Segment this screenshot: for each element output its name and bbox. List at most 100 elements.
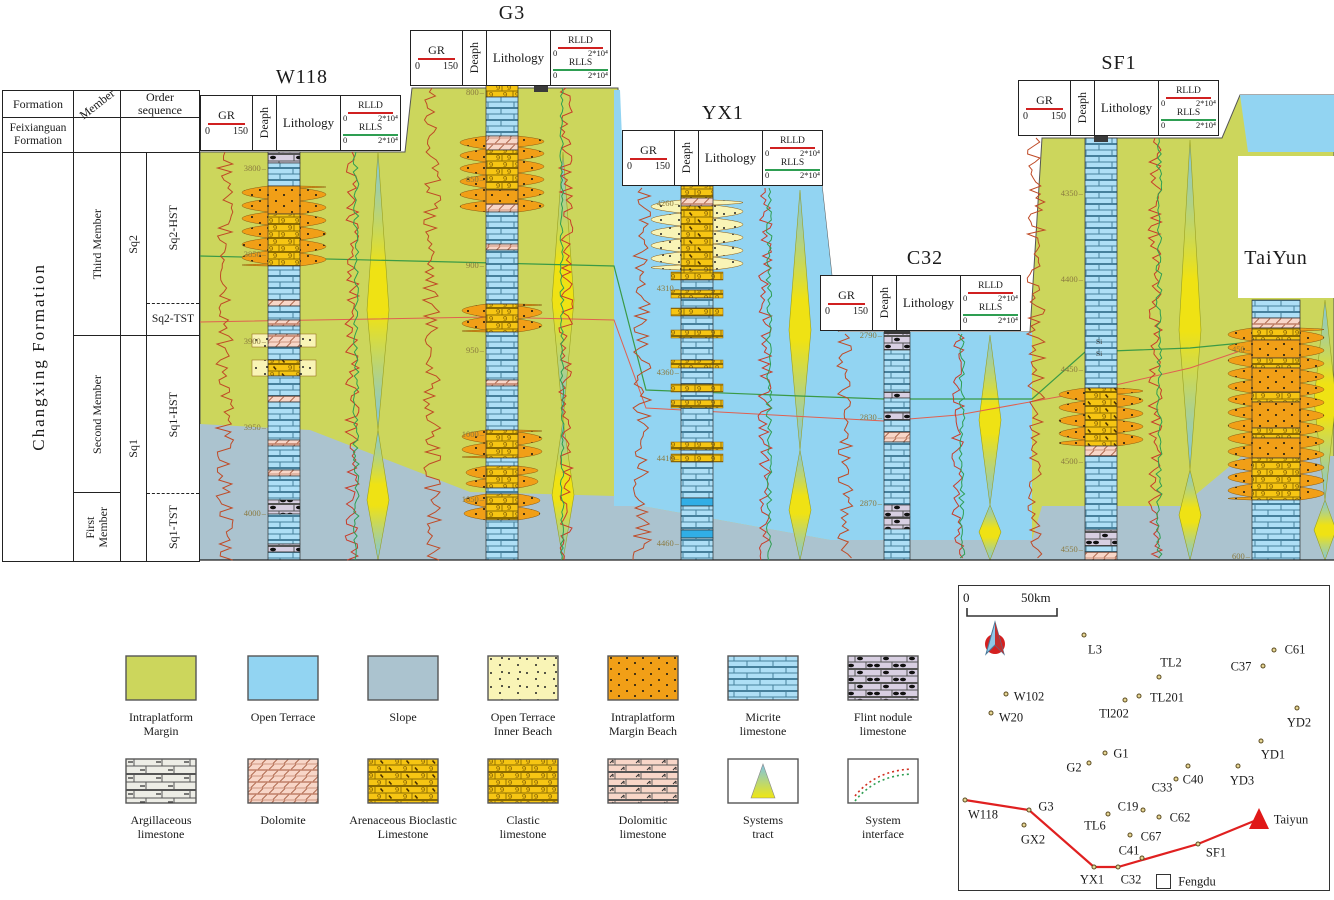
- well-title-yx1: YX1: [702, 102, 744, 124]
- lithology-interval: [1084, 387, 1118, 447]
- map-well-label: C40: [1182, 772, 1204, 787]
- lithology-interval: [883, 349, 911, 393]
- lithology-interval: [1084, 445, 1118, 457]
- legend: Intraplatform Margin Open Terrace Slope …: [0, 650, 950, 880]
- lithology-interval: [1084, 455, 1118, 531]
- lithology-interval: [1084, 545, 1118, 553]
- lithology-interval: [1251, 299, 1301, 319]
- feixianguan-sequence-cell: [121, 118, 199, 153]
- lithology-interval: [485, 303, 519, 333]
- legend-slope: Slope: [342, 655, 464, 724]
- open-terrace-topright: [1240, 95, 1334, 152]
- scale-bar: [966, 608, 1058, 617]
- legend-open-terrace: Open Terrace: [222, 655, 344, 724]
- lithology-interval: [680, 329, 714, 339]
- map-well-label: YD1: [1260, 747, 1286, 762]
- map-well-label: TL201: [1149, 690, 1185, 705]
- sequence-sq2: Sq2: [121, 153, 147, 336]
- lithology-interval: [680, 441, 714, 451]
- tract-sq1-tst: Sq1-TST: [147, 493, 199, 561]
- log-curve: [950, 333, 966, 559]
- lithology-interval: [1251, 391, 1301, 403]
- legend-clastic-limestone: Clastic limestone: [462, 758, 584, 841]
- map-well-dot: [1026, 807, 1032, 813]
- tract-sq2-hst: Sq2-HST: [165, 205, 180, 251]
- log-curves: [214, 87, 1164, 561]
- lithology-interval: [485, 465, 519, 489]
- map-well-dot: [1140, 807, 1146, 813]
- map-well-dot: [1102, 750, 1108, 756]
- well-title-c32: C32: [906, 247, 944, 269]
- slope-region: [200, 424, 1334, 560]
- cross-section: 9 9 9 9 9 9: [199, 80, 1334, 561]
- lithology-interval: [680, 407, 714, 443]
- lithology-interval: [680, 289, 714, 299]
- map-well-dot: [962, 797, 968, 803]
- lithology-interval: [680, 297, 714, 309]
- map-well-label: C67: [1140, 829, 1162, 844]
- lithology-interval: [883, 431, 911, 443]
- lithology-interval: [485, 243, 519, 251]
- log-curve: [1025, 137, 1047, 559]
- map-well-dot: [1003, 691, 1009, 697]
- legend-system-interface: System interface: [822, 758, 944, 841]
- lithology-interval: [680, 537, 714, 561]
- map-well-dot: [1086, 760, 1092, 766]
- c32-casing: [884, 328, 910, 334]
- lithology-interval: [1251, 339, 1301, 359]
- lithology-interval: [883, 411, 911, 421]
- lithology-interval: [1251, 427, 1301, 439]
- scale-50km: 50km: [1021, 590, 1051, 605]
- lithology-interval: [680, 497, 714, 507]
- lithology-interval: [267, 469, 301, 477]
- map-well-dot: [1081, 632, 1087, 638]
- lithology-interval: [485, 385, 519, 431]
- map-well-dot: [1271, 647, 1277, 653]
- resistivity-header: RLLD 0 2*10⁴ RLLS 0 2*10⁴: [343, 101, 398, 145]
- sequence-sq1: Sq1: [121, 336, 147, 561]
- tract-sq2-tst: Sq2-TST: [147, 303, 199, 336]
- log-header-w118: GR 0 150 Deaph Lithology RLLD 0 2*10⁴ RLLS …: [200, 95, 401, 151]
- map-well-label: G1: [1113, 746, 1129, 761]
- map-well-label: C61: [1284, 642, 1306, 657]
- legend-arenaceous-bioclastic-limestone: Arenaceous Bioclastic Limestone: [342, 758, 464, 841]
- lithology-interval: [267, 401, 301, 441]
- lithology-interval: [680, 399, 714, 409]
- lithology-interval: [680, 269, 714, 281]
- well-title-g3: G3: [498, 2, 526, 24]
- log-curve: [344, 151, 361, 561]
- location-map: 0 50km L3 TL2 C37 C61 W102 W20 Tl202 TL2…: [958, 585, 1330, 891]
- lithology-interval: [883, 528, 911, 561]
- map-graphics: [964, 608, 1269, 869]
- lithology-interval: [267, 475, 301, 501]
- map-well-label: G2: [1066, 760, 1082, 775]
- lithology-interval: [883, 397, 911, 413]
- lithology-interval: [1251, 499, 1301, 561]
- systems-tract-triangle: [750, 763, 776, 799]
- map-well-label: C41: [1118, 843, 1140, 858]
- lithology-interval: [485, 189, 519, 205]
- map-well-dot: [1294, 705, 1300, 711]
- lithology-header: Lithology: [277, 96, 341, 150]
- lithology-interval: [267, 299, 301, 307]
- lithology-columns: [267, 84, 1301, 561]
- log-header-g3: GR 0 150 Deaph Lithology RLLD 0 2*10⁴ RLLS …: [410, 30, 611, 86]
- map-well-label: G3: [1038, 799, 1054, 814]
- well-title-w118: W118: [275, 66, 329, 88]
- lithology-interval: [680, 383, 714, 393]
- header-member: Member: [74, 86, 121, 122]
- map-well-dot: [1127, 832, 1133, 838]
- log-header-yx1: GR 0 150 Deaph Lithology RLLD 0 2*10⁴ RLLS …: [622, 130, 823, 186]
- legend-intraplatform-margin: Intraplatform Margin: [100, 655, 222, 738]
- map-well-label: C62: [1169, 810, 1191, 825]
- map-well-label: YD2: [1286, 715, 1312, 730]
- map-taiyun-label: Taiyun: [1273, 812, 1309, 827]
- lithology-interval: [485, 211, 519, 245]
- lithology-interval: [485, 249, 519, 305]
- legend-intraplatform-margin-beach: Intraplatform Margin Beach: [582, 655, 704, 738]
- lithology-interval: [680, 279, 714, 291]
- lithology-interval: [680, 359, 714, 369]
- member-third: Third Member: [74, 153, 121, 336]
- log-curve: [214, 151, 235, 561]
- lithology-interval: [485, 429, 519, 459]
